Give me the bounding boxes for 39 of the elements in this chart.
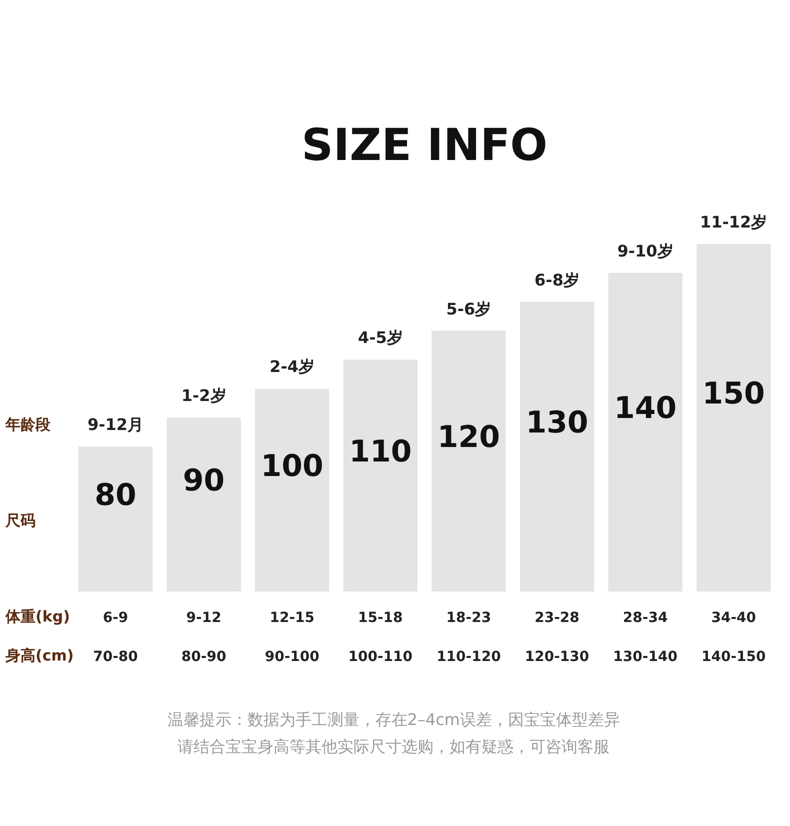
text: 12-15	[270, 610, 314, 626]
x-tick-label: 9-12月	[87, 415, 144, 434]
text: 120-130	[524, 649, 590, 665]
text: 身高(cm)	[4, 646, 74, 664]
data-label: 80	[94, 478, 136, 514]
text: 15-18	[358, 610, 403, 626]
x-tick-label: 5-6岁	[446, 299, 492, 318]
x-tick-label: 1-2岁	[181, 386, 226, 406]
annotation: 年龄段	[4, 416, 52, 434]
text: 140-150	[701, 649, 766, 665]
data-label: 100	[260, 449, 324, 484]
text: 温馨提示：数据为手工测量，存在2–4cm误差，因宝宝体型差异	[167, 710, 620, 729]
x-tick-label: 4-5岁	[358, 328, 403, 348]
text: 体重(kg)	[4, 608, 70, 626]
text: 18-23	[446, 610, 492, 626]
text: 28-34	[622, 610, 668, 626]
text: 110-120	[436, 649, 502, 665]
text: 34-40	[711, 610, 756, 626]
data-label: 120	[437, 420, 500, 456]
data-label: 150	[702, 376, 765, 412]
text: 130-140	[613, 649, 678, 665]
text: 请结合宝宝身高等其他实际尺寸选购，如有疑惑，可咨询客服	[178, 737, 610, 756]
text: 100-110	[348, 649, 413, 665]
text: 6-9	[102, 610, 128, 626]
text: 23-28	[534, 610, 580, 626]
text: 80-90	[181, 649, 226, 665]
annotation: 尺码	[4, 512, 36, 530]
x-tick-label: 11-12岁	[700, 212, 768, 232]
text: 70-80	[93, 649, 138, 665]
text: SIZE INFO	[302, 120, 548, 171]
data-label: 90	[182, 464, 225, 499]
data-label: 140	[614, 391, 677, 426]
x-tick-label: 2-4岁	[270, 357, 315, 376]
x-tick-label: 9-10岁	[617, 241, 674, 260]
text: 9-12	[186, 610, 222, 626]
data-label: 130	[526, 406, 588, 441]
text: 90-100	[264, 649, 320, 665]
data-label: 110	[349, 434, 412, 470]
x-tick-label: 6-8岁	[534, 270, 580, 290]
